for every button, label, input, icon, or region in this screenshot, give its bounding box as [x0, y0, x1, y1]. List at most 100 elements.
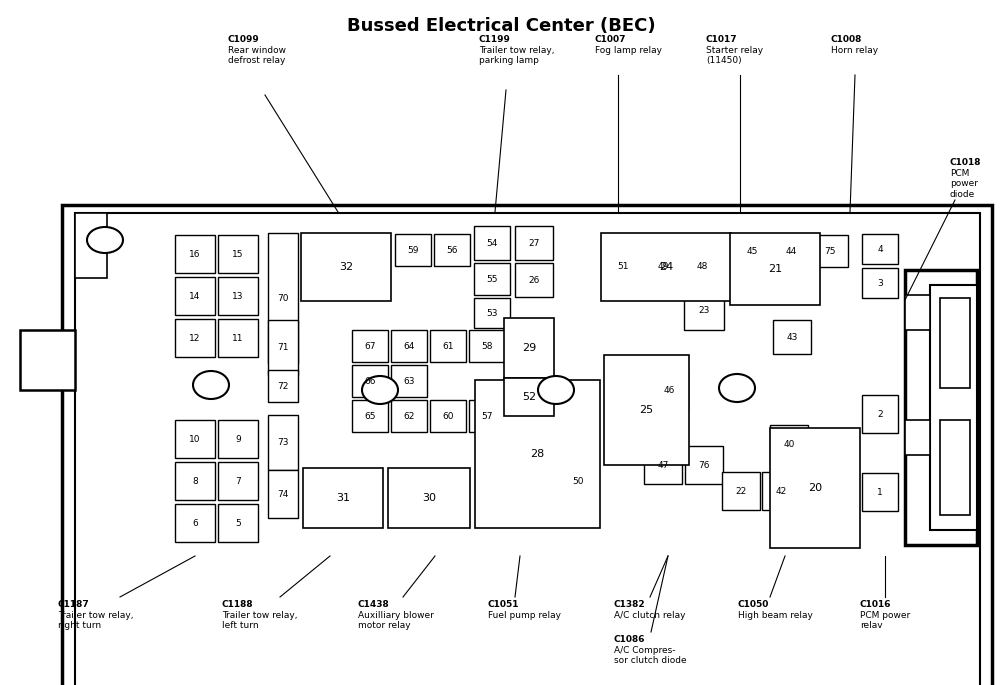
- Text: High beam relay: High beam relay: [737, 611, 812, 620]
- Bar: [174, 235, 214, 273]
- Text: 62: 62: [403, 412, 414, 421]
- Text: 60: 60: [442, 412, 453, 421]
- Bar: [861, 395, 897, 433]
- Bar: [861, 473, 897, 511]
- Bar: [503, 318, 553, 378]
- Text: Bussed Electrical Center (BEC): Bussed Electrical Center (BEC): [347, 17, 655, 35]
- Text: Fog lamp relay: Fog lamp relay: [594, 46, 661, 55]
- Text: 24: 24: [658, 262, 672, 272]
- Text: C1008: C1008: [831, 35, 862, 44]
- Text: 56: 56: [446, 245, 457, 255]
- Bar: [268, 370, 298, 402]
- Bar: [773, 235, 809, 267]
- Text: 12: 12: [189, 334, 200, 342]
- Ellipse shape: [87, 227, 123, 253]
- Text: 72: 72: [277, 382, 289, 390]
- Text: C1438: C1438: [358, 600, 390, 609]
- Text: 50: 50: [572, 477, 583, 486]
- Text: 22: 22: [734, 486, 745, 495]
- Text: 5: 5: [234, 519, 240, 527]
- Text: C1017: C1017: [705, 35, 736, 44]
- Bar: [469, 330, 504, 362]
- Text: 73: 73: [277, 438, 289, 447]
- Bar: [762, 472, 800, 510]
- Text: 43: 43: [786, 332, 797, 342]
- Text: C1018: C1018: [949, 158, 981, 167]
- Bar: [217, 277, 258, 315]
- Bar: [469, 400, 504, 432]
- Bar: [268, 470, 298, 518]
- Text: 28: 28: [530, 449, 544, 459]
- Bar: [683, 250, 719, 282]
- Text: C1187: C1187: [58, 600, 89, 609]
- Bar: [514, 226, 552, 260]
- Bar: [644, 250, 680, 282]
- Text: 32: 32: [339, 262, 353, 272]
- Bar: [683, 290, 723, 330]
- Text: C1007: C1007: [594, 35, 626, 44]
- Text: 44: 44: [785, 247, 796, 256]
- Bar: [174, 462, 214, 500]
- Text: Trailer tow relay,
right turn: Trailer tow relay, right turn: [58, 611, 133, 630]
- Bar: [268, 415, 298, 470]
- Text: 30: 30: [422, 493, 436, 503]
- Bar: [904, 420, 929, 455]
- Text: 75: 75: [824, 247, 835, 256]
- Bar: [301, 233, 391, 301]
- Text: Trailer tow relay,
left turn: Trailer tow relay, left turn: [221, 611, 298, 630]
- Text: A/C Compres-
sor clutch diode: A/C Compres- sor clutch diode: [613, 646, 686, 665]
- Text: 71: 71: [277, 343, 289, 352]
- Text: C1086: C1086: [613, 635, 645, 644]
- Bar: [474, 263, 509, 295]
- Text: 26: 26: [528, 275, 539, 284]
- Bar: [391, 365, 427, 397]
- Bar: [174, 504, 214, 542]
- Text: 20: 20: [808, 483, 822, 493]
- Bar: [217, 235, 258, 273]
- Bar: [474, 226, 509, 260]
- Text: 8: 8: [192, 477, 197, 486]
- Bar: [929, 285, 976, 530]
- Text: 27: 27: [528, 238, 539, 247]
- Bar: [861, 234, 897, 264]
- Ellipse shape: [718, 374, 755, 402]
- Text: C1016: C1016: [859, 600, 891, 609]
- Text: 31: 31: [336, 493, 350, 503]
- Bar: [391, 330, 427, 362]
- Text: 74: 74: [277, 490, 289, 499]
- Text: C1199: C1199: [479, 35, 510, 44]
- Text: 11: 11: [232, 334, 243, 342]
- Bar: [770, 425, 808, 463]
- Text: 54: 54: [486, 238, 497, 247]
- Text: C1382: C1382: [613, 600, 645, 609]
- Text: 25: 25: [639, 405, 653, 415]
- Bar: [303, 468, 383, 528]
- Text: 10: 10: [189, 434, 200, 443]
- Text: 1: 1: [877, 488, 882, 497]
- Text: 3: 3: [877, 279, 882, 288]
- Text: PCM
power
diode: PCM power diode: [949, 169, 977, 199]
- Bar: [352, 330, 388, 362]
- Bar: [174, 420, 214, 458]
- Text: C1050: C1050: [737, 600, 769, 609]
- Bar: [812, 235, 847, 267]
- Bar: [217, 462, 258, 500]
- Text: 9: 9: [234, 434, 240, 443]
- Text: 63: 63: [403, 377, 415, 386]
- Text: 53: 53: [486, 308, 497, 318]
- Text: 65: 65: [364, 412, 376, 421]
- Bar: [649, 370, 687, 410]
- Bar: [62, 205, 991, 685]
- Ellipse shape: [537, 376, 573, 404]
- Text: 2: 2: [877, 410, 882, 419]
- Text: 46: 46: [662, 386, 674, 395]
- Bar: [939, 298, 969, 388]
- Text: 13: 13: [232, 292, 243, 301]
- Bar: [388, 468, 470, 528]
- Text: 55: 55: [486, 275, 497, 284]
- Bar: [939, 420, 969, 515]
- Bar: [217, 319, 258, 357]
- Text: 16: 16: [189, 249, 200, 258]
- Text: 59: 59: [407, 245, 418, 255]
- Text: 70: 70: [277, 293, 289, 303]
